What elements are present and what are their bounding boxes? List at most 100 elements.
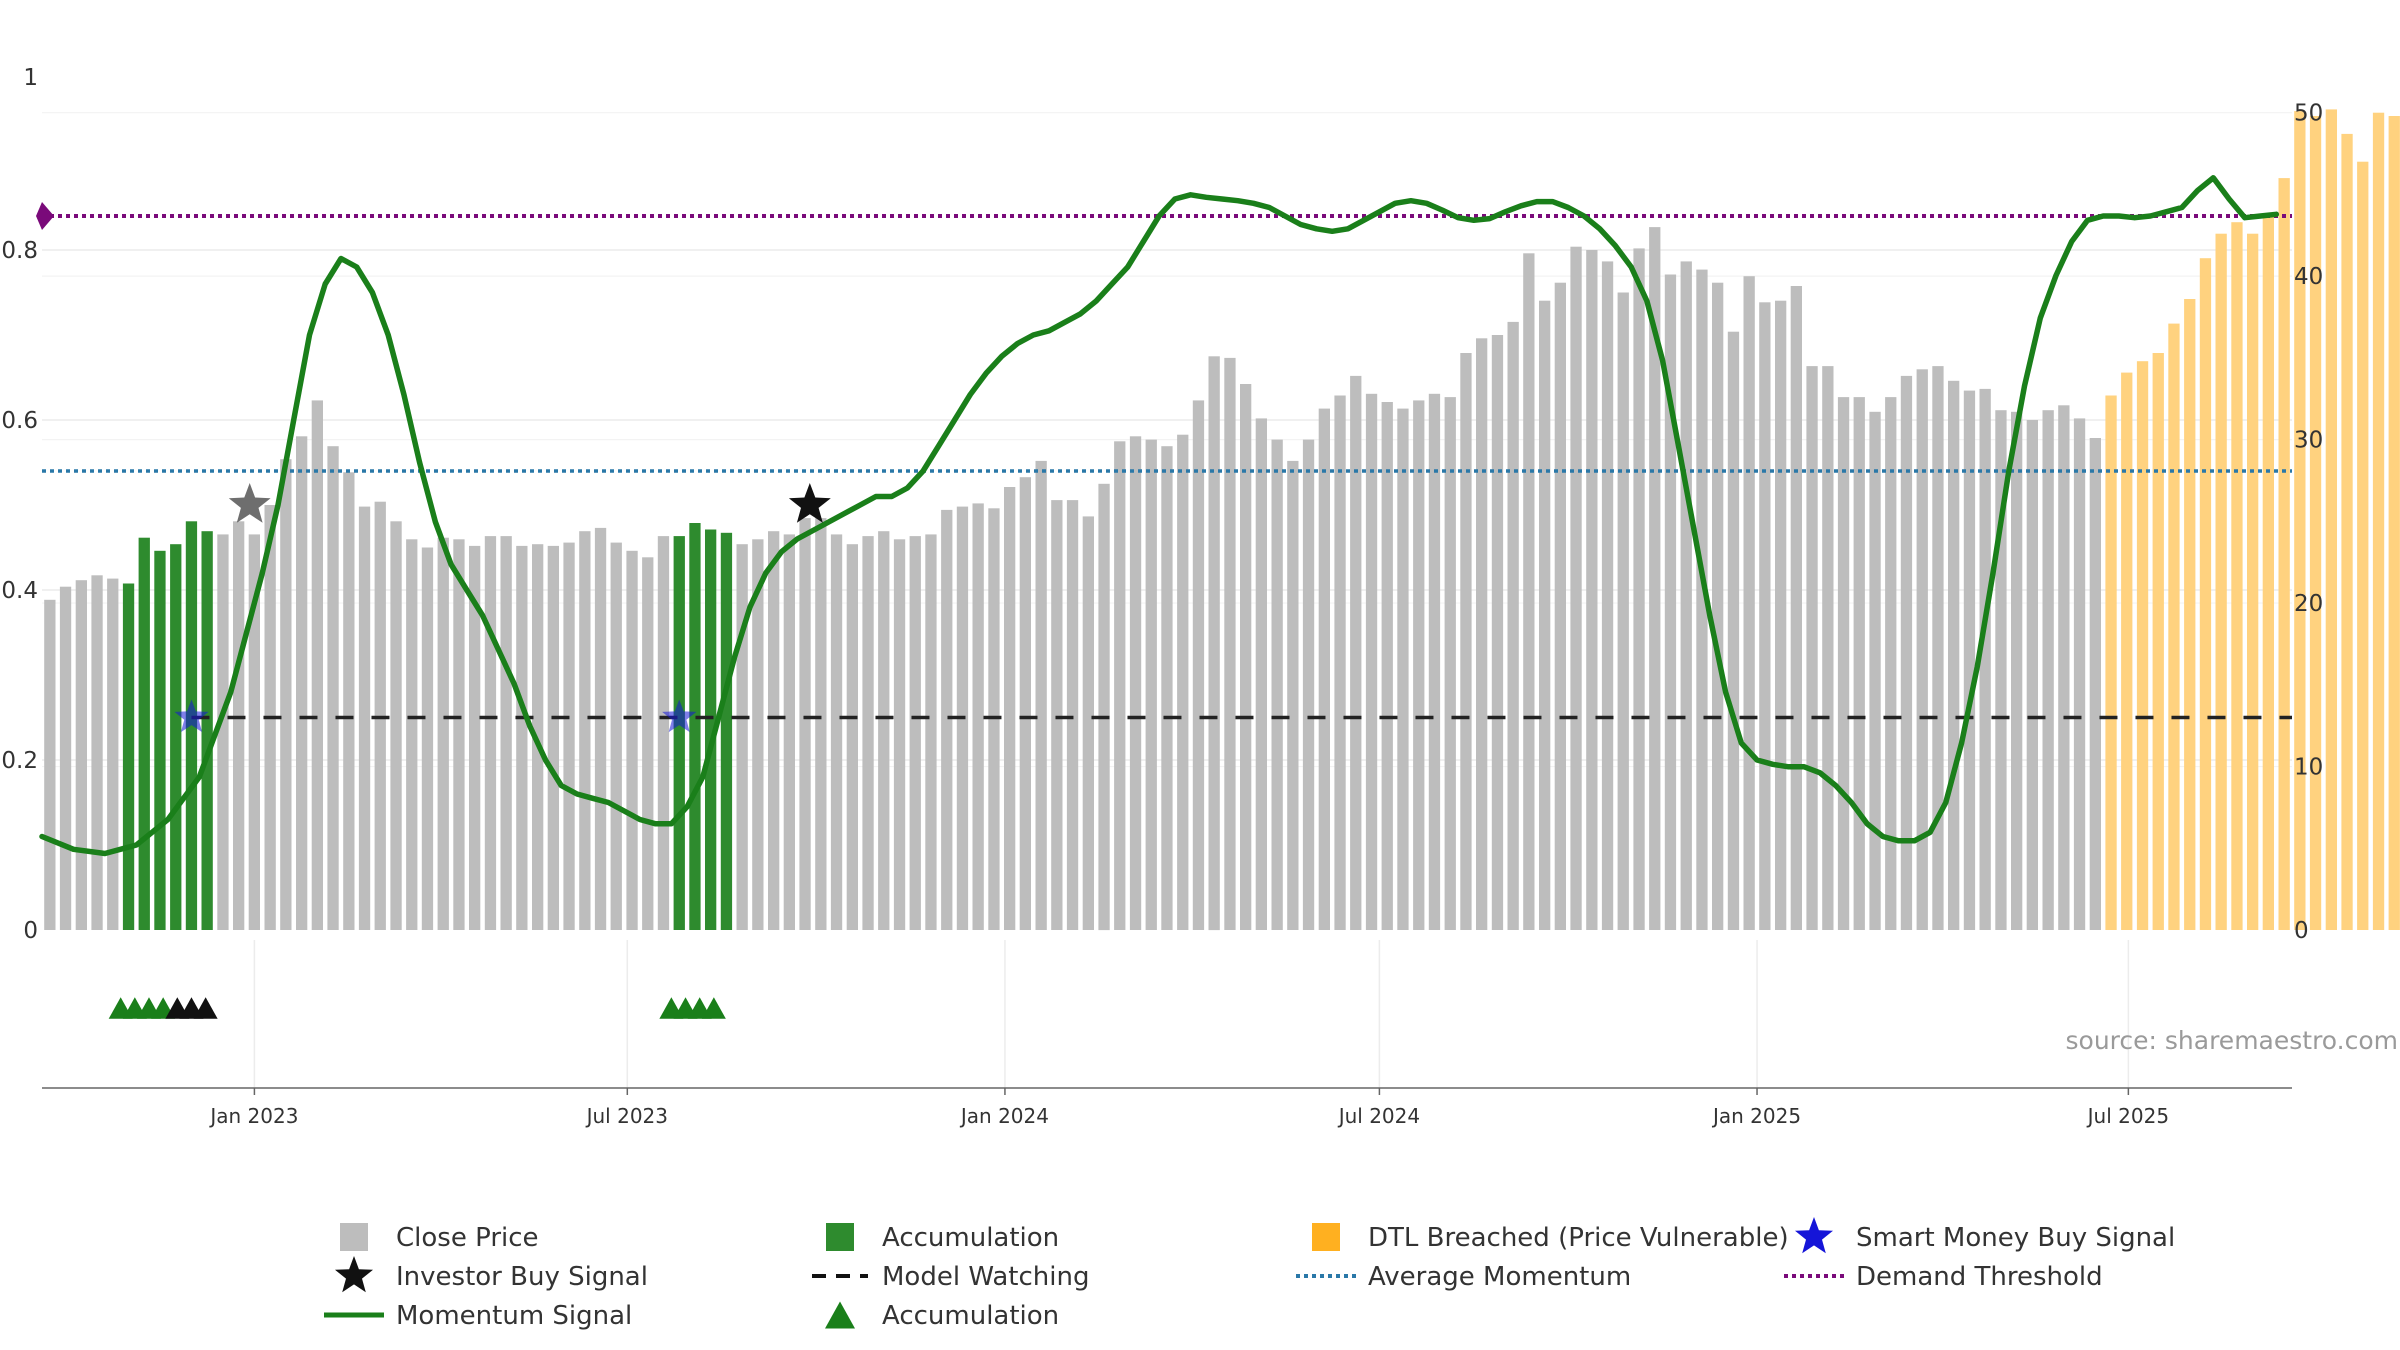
close-price-bar — [1759, 302, 1771, 930]
signal-markers — [108, 483, 831, 1019]
close-price-bar — [1334, 395, 1346, 930]
investor-buy-signal — [228, 483, 271, 523]
close-price-bar — [1381, 402, 1393, 930]
dtl-breached-bar — [2357, 161, 2369, 930]
accumulation-bar — [138, 537, 150, 930]
close-price-bar — [1208, 356, 1220, 931]
dtl-breached-bar — [2152, 353, 2164, 930]
legend-swatch — [1312, 1223, 1340, 1251]
close-price-bar — [1192, 400, 1205, 930]
close-price-bar — [1004, 487, 1016, 930]
right-axis-tick-label: 40 — [2294, 264, 2323, 290]
close-price-bar — [343, 472, 355, 930]
close-price-bar — [233, 521, 245, 930]
close-price-bar — [1916, 369, 1928, 930]
close-price-bar — [846, 544, 858, 930]
legend-label: Close Price — [396, 1223, 539, 1253]
left-axis-tick-label: 1 — [23, 65, 38, 91]
close-price-bar — [1271, 439, 1283, 930]
close-price-bar — [1460, 353, 1472, 930]
legend-label: DTL Breached (Price Vulnerable) — [1368, 1223, 1789, 1253]
close-price-bar — [610, 542, 622, 930]
close-price-bar — [421, 547, 434, 930]
left-axis-tick-label: 0.6 — [1, 408, 38, 434]
right-axis-tick-label: 10 — [2294, 755, 2323, 781]
close-price-bar — [2011, 411, 2023, 930]
right-axis-tick-label: 0 — [2294, 918, 2309, 944]
bar-series — [44, 109, 2400, 931]
close-price-bar — [1822, 366, 1834, 931]
left-axis-tick-label: 0 — [23, 918, 38, 944]
close-price-bar — [1255, 418, 1267, 930]
close-price-bar — [1586, 250, 1598, 930]
close-price-bar — [2042, 410, 2054, 930]
legend-label: Accumulation — [882, 1301, 1059, 1331]
close-price-bar — [1649, 227, 1661, 931]
close-price-bar — [217, 534, 229, 930]
close-price-bar — [736, 544, 748, 930]
close-price-bar — [280, 459, 292, 930]
x-axis-tick-label: Jul 2023 — [585, 1104, 668, 1128]
left-axis-tick-label: 0.8 — [1, 238, 38, 264]
close-price-bar — [1145, 439, 1157, 930]
close-price-bar — [1224, 357, 1236, 930]
dtl-breached-bar — [2215, 233, 2227, 930]
close-price-bar — [626, 550, 638, 930]
dtl-breached-bar — [2136, 361, 2149, 930]
close-price-bar — [1066, 500, 1079, 930]
close-price-bar — [1712, 282, 1724, 930]
accumulation-bar — [705, 529, 717, 930]
legend-item-average: Average Momentum — [1296, 1262, 1631, 1292]
close-price-bar — [1129, 436, 1142, 930]
close-price-bar — [1413, 400, 1425, 930]
close-price-bar — [1444, 397, 1456, 931]
close-price-bar — [1633, 248, 1645, 930]
x-axis-tick-label: Jan 2025 — [1711, 1104, 1801, 1128]
source-label: source: sharemaestro.com — [2066, 1026, 2399, 1055]
accumulation-triangle — [193, 997, 218, 1019]
dtl-breached-bar — [2341, 133, 2353, 930]
legend-item-accumulation_tri: Accumulation — [825, 1301, 1059, 1331]
close-price-bar — [1885, 397, 1897, 931]
legend-label: Smart Money Buy Signal — [1856, 1223, 2175, 1253]
close-price-bar — [1523, 253, 1535, 931]
close-price-bar — [1837, 397, 1850, 931]
close-price-bar — [1775, 300, 1787, 930]
accumulation-triangle — [701, 997, 726, 1019]
close-price-bar — [1051, 500, 1063, 930]
x-axis-tick-label: Jan 2023 — [208, 1104, 298, 1128]
close-price-bar — [1035, 460, 1047, 930]
accumulation-bar — [720, 532, 733, 930]
close-price-bar — [437, 537, 449, 930]
legend-label: Momentum Signal — [396, 1301, 632, 1331]
legend-item-smart_money: Smart Money Buy Signal — [1795, 1217, 2175, 1254]
smart-money-buy-signal — [662, 699, 697, 733]
close-price-bar — [1082, 516, 1094, 930]
close-price-bar — [484, 536, 497, 930]
close-price-bar — [1491, 335, 1504, 930]
legend-label: Model Watching — [882, 1262, 1089, 1292]
close-price-bar — [799, 518, 811, 930]
close-price-bar — [1240, 384, 1252, 930]
legend-swatch — [340, 1223, 368, 1251]
dtl-breached-bar — [2105, 395, 2117, 930]
close-price-bar — [972, 503, 984, 930]
close-price-bar — [563, 542, 575, 930]
close-price-bar — [1696, 269, 1708, 931]
close-price-bar — [1302, 439, 1315, 930]
close-price-bar — [59, 586, 72, 930]
close-price-bar — [1539, 300, 1551, 930]
close-price-bar — [1617, 292, 1629, 930]
close-price-bar — [752, 539, 764, 930]
x-axis-tick-label: Jul 2025 — [2086, 1104, 2169, 1128]
close-price-bar — [783, 534, 795, 930]
legend-item-breached: DTL Breached (Price Vulnerable) — [1312, 1223, 1789, 1253]
accumulation-bar — [689, 523, 701, 930]
close-price-bar — [1963, 390, 1976, 931]
close-price-bar — [768, 531, 780, 930]
close-price-bar — [75, 580, 87, 930]
legend-label: Investor Buy Signal — [396, 1262, 648, 1292]
dtl-breached-bar — [2388, 116, 2400, 930]
close-price-bar — [830, 534, 843, 930]
close-price-bar — [2089, 438, 2101, 930]
